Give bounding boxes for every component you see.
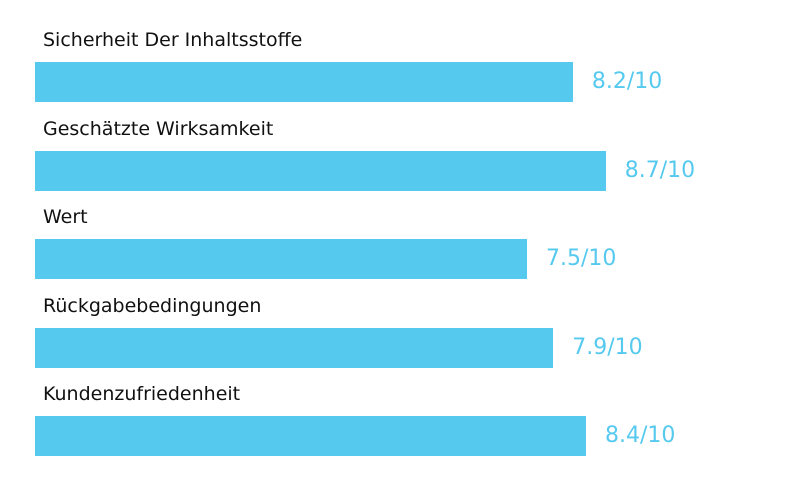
- category-label: Sicherheit Der Inhaltsstoffe: [43, 29, 303, 51]
- value-label: 7.5/10: [546, 246, 617, 271]
- bar: [35, 150, 606, 191]
- category-label: Rückgabebedingungen: [43, 294, 262, 317]
- category-label: Geschätzte Wirksamkeit: [43, 117, 274, 140]
- bar: [35, 327, 554, 368]
- bar: [35, 62, 573, 102]
- category-label: Wert: [43, 206, 88, 228]
- value-label: 8.4/10: [605, 423, 676, 448]
- category-label: Kundenzufriedenheit: [43, 383, 241, 405]
- value-label: 8.2/10: [591, 69, 663, 94]
- bar: [35, 239, 527, 279]
- value-label: 7.9/10: [572, 334, 643, 360]
- bar: [35, 416, 587, 456]
- value-label: 8.7/10: [624, 157, 696, 183]
